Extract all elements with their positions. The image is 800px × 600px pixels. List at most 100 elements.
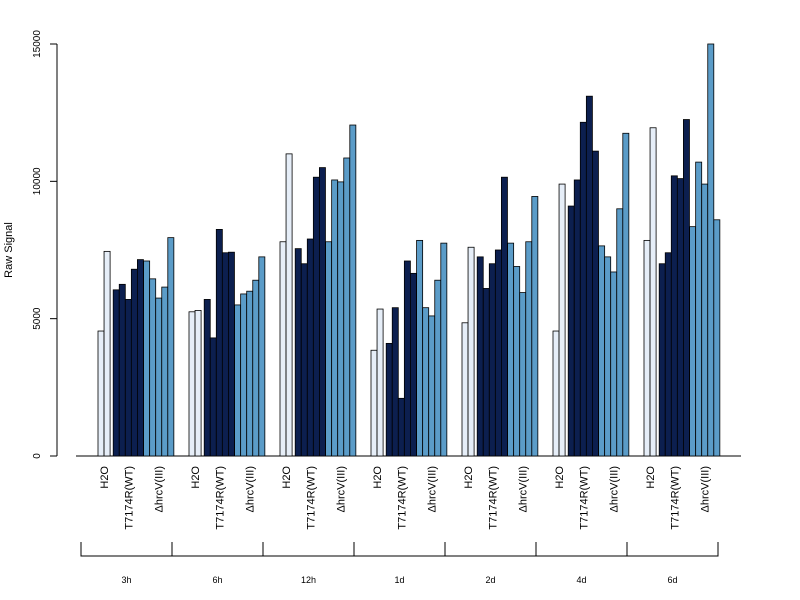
bar [188,311,196,457]
bar [203,299,211,457]
bar [461,322,469,457]
y-axis: 0 5000 10000 15000 [32,30,58,459]
bar [664,252,672,457]
bar [397,397,405,457]
bar [167,237,175,457]
time-point-bracket [80,542,173,557]
time-point-bracket [535,542,628,557]
condition-label: ΔhrcV(III) [518,466,530,512]
condition-label: H2O [554,466,566,489]
bar [476,256,484,457]
bar [558,183,566,457]
bar [434,279,442,457]
bar [97,330,105,457]
bar [391,307,399,457]
bar [592,150,599,457]
condition-label: ΔhrcV(III) [154,466,166,512]
bar [531,196,539,457]
y-tick-label: 5000 [32,307,43,330]
bar [552,330,560,457]
bar [124,299,132,457]
condition-label: ΔhrcV(III) [427,466,439,512]
bar [467,246,475,457]
bar [525,241,533,457]
time-point-label: 3h [121,575,131,585]
bar [343,157,351,457]
bar [488,263,496,457]
time-point-bracket [444,542,537,557]
bar [610,271,618,457]
bar [513,266,521,457]
time-point-label: 12h [301,575,316,585]
bar [670,175,678,457]
bar [519,292,527,457]
time-point-bracket [353,542,446,557]
bar [215,228,223,457]
y-tick-label: 15000 [32,30,43,58]
condition-label: H2O [281,466,293,489]
bar [227,251,235,457]
bar [649,127,657,457]
bar [500,176,508,457]
bar [285,153,293,457]
bar [279,241,287,457]
bar [300,263,308,457]
condition-label: T7174R(WT) [214,466,226,530]
bar [136,259,144,457]
bar [573,179,581,457]
bar [598,245,606,457]
y-tick-label: 10000 [32,167,43,195]
bar [246,290,254,457]
bar [325,241,333,457]
bar [240,293,248,457]
bar [585,95,593,457]
bar [252,279,260,457]
condition-label: H2O [463,466,475,489]
bar [306,238,314,457]
condition-label: T7174R(WT) [305,466,317,530]
bar [155,297,163,457]
bar [234,304,242,457]
time-point-bracket [262,542,355,557]
condition-label: T7174R(WT) [578,466,590,530]
bar [579,121,587,457]
bar [130,268,138,457]
bar [622,132,630,457]
bar [318,167,326,457]
condition-labels-layer: H2O T7174R(WT) ΔhrcV(III) H2O T7174R(WT) Δhrc… [99,466,712,530]
bar [258,256,266,457]
bar [567,205,575,457]
bar [209,337,217,457]
bar [507,242,515,457]
time-point-brackets-layer: 3h 6h 12h 1d 2d 4d 6d [80,542,719,585]
bar [695,161,703,457]
bar [385,342,393,457]
bar [112,289,120,457]
time-point-label: 4d [576,575,586,585]
bar [149,278,157,457]
condition-label: ΔhrcV(III) [245,466,257,512]
condition-label: T7174R(WT) [123,466,135,530]
condition-label: H2O [645,466,657,489]
bar [331,179,339,457]
bar [194,310,202,457]
bar [707,43,715,457]
bar [416,239,424,457]
time-point-label: 6h [212,575,222,585]
bar [376,308,384,457]
condition-label: H2O [190,466,202,489]
time-point-label: 1d [394,575,404,585]
bar [161,286,169,457]
bar [337,181,345,457]
bar [713,219,721,457]
bar [604,256,612,457]
bar [118,283,126,457]
condition-label: T7174R(WT) [669,466,681,530]
bar [440,242,448,457]
bar [103,250,111,457]
bar [312,176,320,457]
bar [683,119,690,457]
y-axis-label: Raw Signal [3,222,15,278]
y-tick-label: 0 [32,453,43,459]
